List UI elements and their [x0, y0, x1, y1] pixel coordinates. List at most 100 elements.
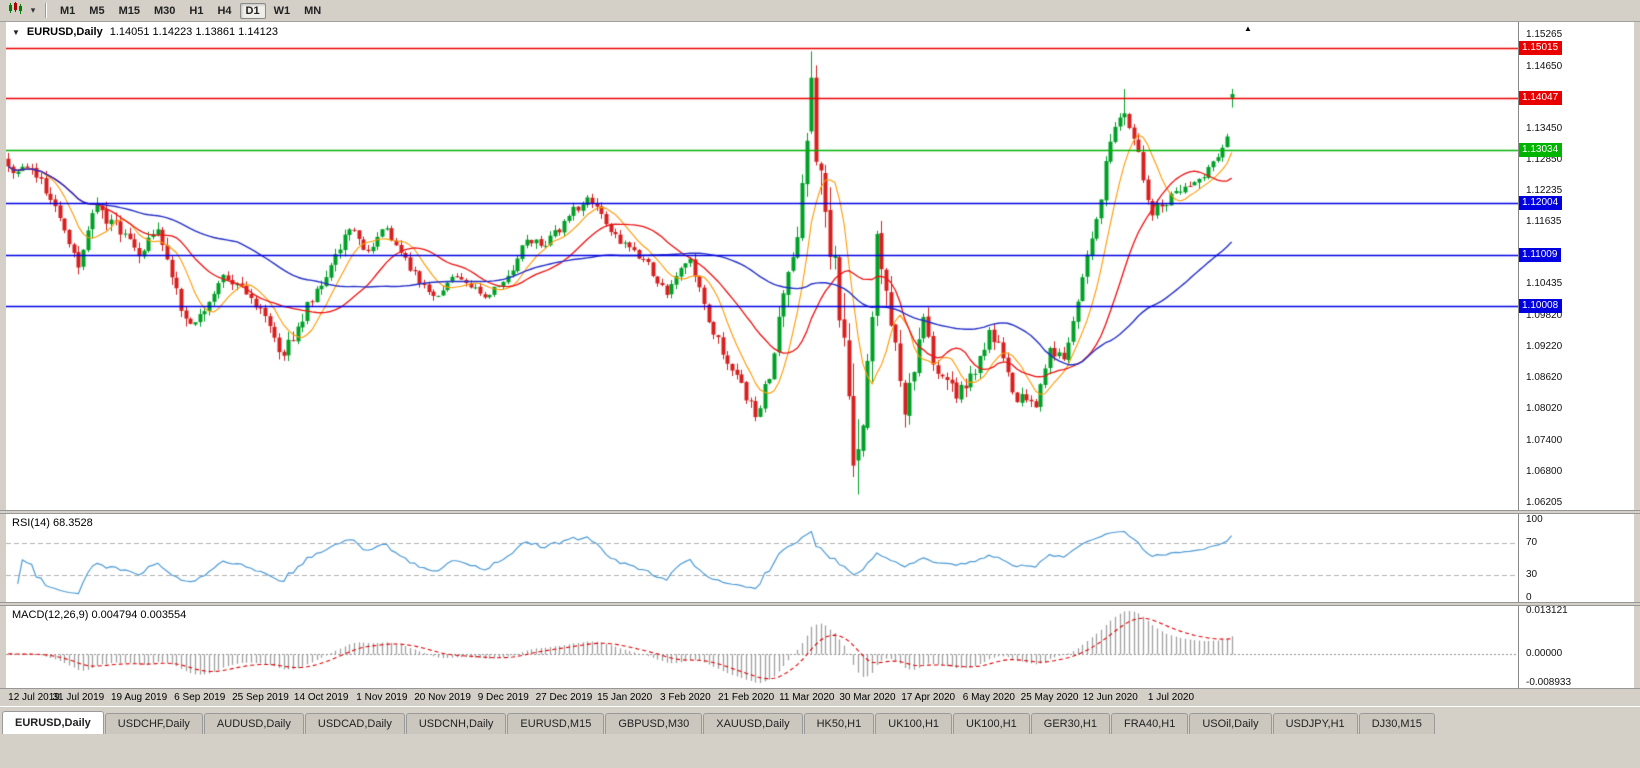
time-axis-label: 19 Aug 2019	[110, 692, 168, 703]
time-axis-label: 25 May 2020	[1020, 692, 1079, 703]
price-tick-label: 1.12235	[1526, 185, 1563, 197]
chart-tab-usdcad-daily[interactable]: USDCAD,Daily	[304, 713, 405, 734]
time-axis-label: 15 Jan 2020	[597, 692, 653, 703]
chart-tab-gbpusd-m30[interactable]: GBPUSD,M30	[605, 713, 703, 734]
chart-tab-eurusd-m15[interactable]: EURUSD,M15	[507, 713, 605, 734]
chart-tab-usdjpy-h1[interactable]: USDJPY,H1	[1272, 713, 1358, 734]
time-axis-label: 14 Oct 2019	[293, 692, 349, 703]
chart-tab-bar: EURUSD,Daily USDCHF,Daily AUDUSD,Daily USDC…	[0, 706, 1640, 734]
price-tick-label: 1.14650	[1526, 60, 1563, 72]
chart-type-button[interactable]	[4, 2, 26, 20]
time-axis-label: 30 Mar 2020	[839, 692, 896, 703]
price-axis[interactable]: 1.15265 1.14650 1.13450 1.12850 1.12235 1.116…	[1518, 22, 1634, 510]
timeframe-button-m5[interactable]: M5	[89, 4, 105, 17]
chart-ohlc-values: 1.14051 1.14223 1.13861 1.14123	[109, 26, 278, 38]
chevron-down-icon[interactable]: ▾	[30, 5, 36, 15]
rsi-canvas[interactable]	[6, 514, 1518, 602]
price-tick-label: 1.06800	[1526, 465, 1563, 477]
hline-price-badge[interactable]: 1.14047	[1519, 90, 1563, 105]
timeframe-button-w1[interactable]: W1	[273, 4, 291, 17]
time-axis-label: 20 Nov 2019	[414, 692, 471, 703]
time-axis-label: 11 Mar 2020	[779, 692, 835, 703]
timeframe-button-d1[interactable]: D1	[239, 2, 266, 19]
chart-tab-eurusd-daily[interactable]: EURUSD,Daily	[2, 711, 104, 734]
timeframe-toolbar: M1 M5 M15 M30 H1 H4 D1 W1 MN	[53, 2, 328, 19]
rsi-axis-label: 70	[1526, 537, 1538, 549]
time-axis-label: 12 Jul 2019	[8, 692, 60, 703]
chart-tab-dj30-m15[interactable]: DJ30,M15	[1358, 713, 1435, 734]
time-axis-label: 6 May 2020	[962, 692, 1015, 703]
rsi-panel: RSI(14) 68.3528 100 70 30 0	[6, 514, 1634, 603]
timeframe-button-m15[interactable]: M15	[118, 4, 140, 17]
time-axis[interactable]: 12 Jul 2019 31 Jul 2019 19 Aug 2019 6 Sep 2…	[0, 688, 1640, 706]
price-tick-label: 1.07400	[1526, 434, 1563, 446]
rsi-indicator-label: RSI(14) 68.3528	[12, 517, 93, 529]
price-tick-label: 1.09820	[1526, 310, 1563, 322]
chart-tab-ger30-h1[interactable]: GER30,H1	[1030, 713, 1110, 734]
price-tick-label: 1.08620	[1526, 371, 1563, 383]
time-axis-label: 21 Feb 2020	[717, 692, 775, 703]
rsi-axis[interactable]: 100 70 30 0	[1518, 514, 1634, 603]
chart-tab-fra40-h1[interactable]: FRA40,H1	[1110, 713, 1189, 734]
price-tick-label: 1.08020	[1526, 402, 1563, 414]
timeframe-button-mn[interactable]: MN	[304, 4, 322, 17]
price-tick-label: 1.15265	[1526, 29, 1563, 41]
hline-price-badge[interactable]: 1.11009	[1519, 247, 1562, 262]
macd-axis-label: -0.008933	[1526, 677, 1572, 688]
timeframe-button-m30[interactable]: M30	[153, 4, 176, 17]
macd-axis-label: 0.013121	[1526, 605, 1568, 616]
rsi-axis-label: 100	[1526, 514, 1543, 525]
toolbar-separator	[45, 3, 46, 18]
chart-tab-hk50-h1[interactable]: HK50,H1	[803, 713, 875, 734]
time-axis-label: 25 Sep 2019	[232, 692, 289, 703]
macd-indicator-label: MACD(12,26,9) 0.004794 0.003554	[12, 609, 187, 621]
time-axis-label: 1 Jul 2020	[1147, 692, 1195, 703]
time-axis-label: 6 Sep 2019	[174, 692, 226, 703]
candlestick-chart-icon	[8, 1, 23, 20]
hline-price-badge[interactable]: 1.15015	[1519, 41, 1563, 56]
chart-header: ▼ EURUSD,Daily 1.14051 1.14223 1.13861 1…	[12, 26, 278, 38]
chart-tab-xauusd-daily[interactable]: XAUUSD,Daily	[703, 713, 803, 734]
price-tick-label: 1.11635	[1526, 216, 1562, 228]
rsi-axis-label: 0	[1526, 592, 1532, 603]
price-chart-panel: ▼ EURUSD,Daily 1.14051 1.14223 1.13861 1…	[6, 22, 1634, 510]
time-axis-label: 3 Feb 2020	[660, 692, 711, 703]
price-tick-label: 1.13450	[1526, 122, 1563, 134]
chart-tab-usdcnh-daily[interactable]: USDCNH,Daily	[405, 713, 507, 734]
timeframe-button-h1[interactable]: H1	[189, 4, 204, 17]
timeframe-button-m1[interactable]: M1	[60, 4, 76, 17]
rsi-axis-label: 30	[1526, 568, 1538, 580]
time-axis-label: 27 Dec 2019	[535, 692, 593, 703]
macd-panel: MACD(12,26,9) 0.004794 0.003554 0.013121…	[6, 605, 1634, 688]
time-axis-label: 31 Jul 2019	[52, 692, 105, 703]
panel-splitter[interactable]	[0, 602, 1640, 606]
toolbar: ▾ M1 M5 M15 M30 H1 H4 D1 W1 MN	[0, 0, 1640, 22]
chart-tab-uk100-h1[interactable]: UK100,H1	[875, 713, 953, 734]
chart-tab-usoil-daily[interactable]: USOil,Daily	[1189, 713, 1272, 734]
time-axis-label: 9 Dec 2019	[477, 692, 529, 703]
window-bottom-strip	[0, 734, 1640, 768]
time-axis-label: 17 Apr 2020	[901, 692, 956, 703]
chart-shift-marker-icon: ▲	[1244, 24, 1252, 33]
timeframe-button-h4[interactable]: H4	[217, 4, 232, 17]
time-axis-label: 12 Jun 2020	[1082, 692, 1138, 703]
hline-price-badge[interactable]: 1.10008	[1519, 299, 1563, 314]
hline-price-badge[interactable]: 1.12004	[1519, 196, 1563, 211]
macd-canvas[interactable]	[6, 606, 1518, 688]
chart-tab-audusd-daily[interactable]: AUDUSD,Daily	[203, 713, 304, 734]
panel-splitter[interactable]	[0, 510, 1640, 514]
macd-axis[interactable]: 0.013121 0.00000 -0.008933	[1518, 605, 1634, 688]
price-chart-canvas[interactable]	[6, 22, 1518, 510]
hline-price-badge[interactable]: 1.13034	[1519, 143, 1563, 158]
macd-axis-label: 0.00000	[1526, 647, 1563, 659]
chart-menu-icon[interactable]: ▼	[12, 27, 20, 37]
chart-tab-uk100-h1[interactable]: UK100,H1	[953, 713, 1030, 734]
chart-symbol-label: EURUSD,Daily	[26, 26, 103, 38]
price-tick-label: 1.06205	[1526, 496, 1563, 508]
time-axis-label: 1 Nov 2019	[356, 692, 408, 703]
price-tick-label: 1.12850	[1526, 153, 1563, 165]
chart-tab-usdchf-daily[interactable]: USDCHF,Daily	[104, 713, 203, 734]
price-tick-label: 1.09220	[1526, 340, 1563, 352]
price-tick-label: 1.10435	[1526, 278, 1563, 290]
